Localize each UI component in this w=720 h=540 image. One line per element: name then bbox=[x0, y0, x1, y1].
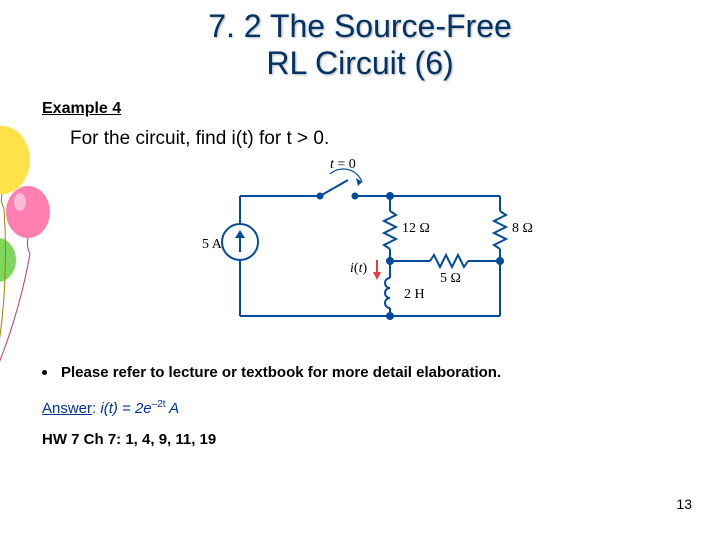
example-label: Example 4 bbox=[42, 100, 720, 118]
bullet-icon bbox=[42, 370, 47, 375]
answer-unit: A bbox=[166, 400, 180, 417]
answer-label: Answer bbox=[42, 400, 92, 417]
slide-title: 7. 2 The Source-Free RL Circuit (6) bbox=[0, 0, 720, 82]
circuit-svg: t = 0 5 A 12 Ω 8 Ω 5 Ω 2 H i(t) bbox=[180, 156, 540, 346]
circuit-figure: t = 0 5 A 12 Ω 8 Ω 5 Ω 2 H i(t) bbox=[0, 156, 720, 346]
svg-text:5 A: 5 A bbox=[202, 237, 223, 252]
problem-prompt: For the circuit, find i(t) for t > 0. bbox=[70, 128, 720, 150]
svg-text:2 H: 2 H bbox=[404, 287, 425, 302]
svg-text:12 Ω: 12 Ω bbox=[402, 221, 430, 236]
page-number: 13 bbox=[676, 496, 692, 512]
note-text: Please refer to lecture or textbook for … bbox=[61, 364, 501, 381]
answer-var: i(t) bbox=[100, 400, 118, 417]
homework-line: HW 7 Ch 7: 1, 4, 9, 11, 19 bbox=[42, 431, 720, 448]
title-line-2: RL Circuit (6) bbox=[266, 45, 453, 81]
answer-exp: –2t bbox=[152, 399, 166, 410]
svg-text:5 Ω: 5 Ω bbox=[440, 271, 461, 286]
note-line: Please refer to lecture or textbook for … bbox=[42, 364, 720, 381]
svg-text:i(t): i(t) bbox=[350, 261, 367, 276]
svg-text:t = 0: t = 0 bbox=[330, 157, 356, 172]
answer-eq: = 2e bbox=[118, 400, 152, 417]
svg-text:8 Ω: 8 Ω bbox=[512, 221, 533, 236]
answer-line: Answer: i(t) = 2e–2t A bbox=[42, 399, 720, 417]
title-line-1: 7. 2 The Source-Free bbox=[208, 8, 512, 44]
